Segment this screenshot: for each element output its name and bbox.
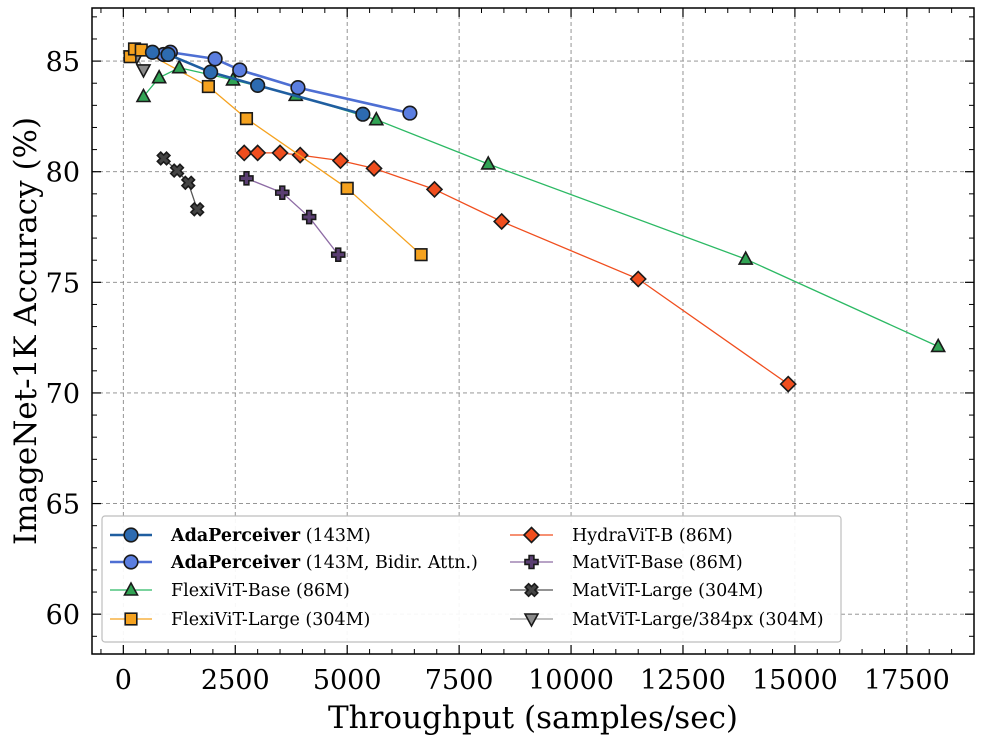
legend-label: MatViT-Large/384px (304M) (572, 610, 824, 630)
data-point (171, 59, 188, 74)
data-point (425, 180, 444, 199)
x-axis-title: Throughput (samples/sec) (328, 700, 738, 736)
x-tick-label: 2500 (201, 665, 270, 696)
x-tick-label: 17500 (864, 665, 950, 696)
axis-ticks: 0 2500 5000 7500 10000 12500 15000 17500 60 65 70 7… (46, 8, 975, 696)
data-point (249, 144, 267, 162)
y-tick-label: 65 (46, 490, 80, 521)
legend-label: HydraViT-B (86M) (572, 526, 733, 546)
legend-marker (522, 526, 541, 544)
y-tick-label: 60 (46, 600, 80, 631)
series-7 (156, 151, 205, 217)
data-point (402, 105, 418, 121)
legend-label: FlexiViT-Large (304M) (171, 610, 370, 630)
x-tick-label: 5000 (313, 665, 382, 696)
series-line (246, 177, 339, 256)
data-point (135, 64, 152, 79)
legend-marker (124, 612, 138, 626)
data-point (331, 152, 350, 170)
data-point (239, 171, 254, 186)
x-tick-label: 7500 (425, 665, 494, 696)
data-point (201, 79, 216, 94)
y-tick-label: 80 (46, 158, 80, 189)
data-point (355, 106, 371, 122)
data-point (239, 112, 254, 126)
series-5 (235, 144, 797, 393)
data-point (180, 175, 196, 191)
data-point (135, 87, 152, 103)
data-point (414, 248, 428, 262)
data-point (737, 250, 754, 265)
legend-marker (123, 554, 139, 570)
legend-entry: HydraViT-B (86M) (510, 526, 733, 546)
data-point (290, 80, 306, 96)
legend-entry: AdaPerceiver (143M, Bidir. Attn.) (110, 553, 478, 573)
data-point (274, 185, 290, 201)
data-point (368, 111, 385, 126)
legend-label: MatViT-Large (304M) (572, 581, 763, 601)
data-point (203, 64, 219, 80)
series-1 (144, 44, 371, 122)
data-point (629, 270, 647, 288)
legend-entry: FlexiViT-Large (304M) (110, 610, 370, 630)
data-point (160, 46, 176, 63)
legend-entry: MatViT-Base (86M) (510, 553, 743, 573)
legend-entry: AdaPerceiver (143M) (110, 526, 371, 546)
legend-label: AdaPerceiver (143M, Bidir. Attn.) (170, 553, 478, 573)
data-point (169, 163, 185, 179)
legend-marker (123, 527, 139, 543)
series-line (163, 157, 198, 210)
data-point (330, 247, 346, 262)
data-point (271, 144, 289, 162)
legend-label: FlexiViT-Base (86M) (171, 581, 350, 601)
x-tick-label: 15000 (752, 665, 838, 696)
data-point (156, 151, 172, 166)
legend-marker (123, 581, 139, 596)
data-point (151, 69, 168, 84)
series-6 (239, 171, 346, 262)
data-point (480, 155, 497, 170)
legend: AdaPerceiver (143M) AdaPerceiver (143M, B… (101, 515, 842, 643)
x-tick-label: 10000 (528, 665, 614, 696)
y-tick-label: 70 (46, 379, 80, 410)
data-point (493, 212, 511, 231)
plot-frame (91, 7, 975, 655)
data-point (340, 181, 354, 195)
y-tick-label: 85 (46, 47, 80, 78)
y-tick-label: 75 (46, 268, 80, 299)
x-tick-label: 12500 (640, 665, 726, 696)
legend-marker (524, 554, 539, 570)
grid (92, 8, 974, 654)
data-point (144, 44, 161, 60)
series-line (244, 152, 789, 385)
data-point (930, 337, 947, 353)
y-axis-title: ImageNet-1K Accuracy (%) (8, 117, 44, 545)
legend-entry: MatViT-Large/384px (304M) (510, 610, 824, 630)
x-tick-label: 0 (115, 665, 132, 696)
legend-box (101, 515, 842, 643)
data-point (207, 51, 223, 67)
legend-marker (523, 613, 540, 628)
data-point (250, 77, 266, 94)
data-point (365, 159, 383, 178)
legend-marker (524, 582, 539, 598)
legend-label: MatViT-Base (86M) (572, 553, 743, 573)
data-point (232, 62, 248, 78)
data-point (301, 209, 317, 225)
data-point (189, 201, 205, 217)
legend-entry: FlexiViT-Base (86M) (110, 581, 350, 601)
legend-label: AdaPerceiver (143M) (170, 526, 371, 546)
data-point (235, 144, 253, 162)
data-point (779, 375, 797, 393)
data-series (123, 42, 947, 393)
legend-entry: MatViT-Large (304M) (510, 581, 763, 601)
